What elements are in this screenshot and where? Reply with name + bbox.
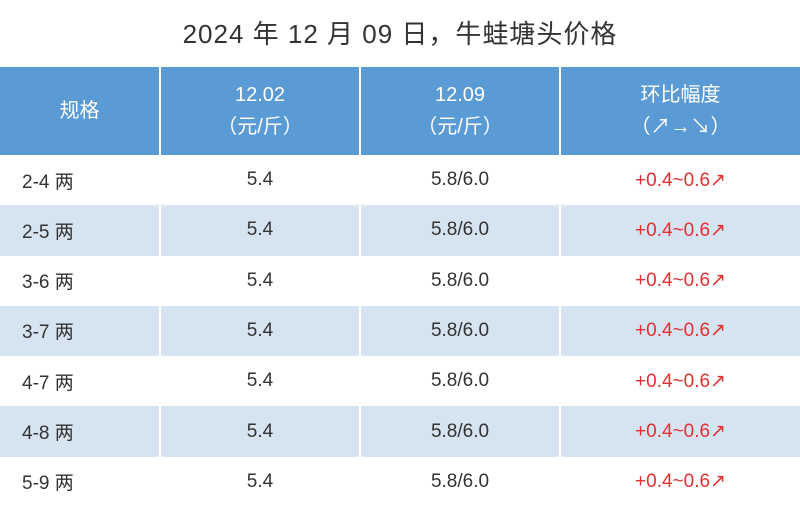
table-body: 2-4 两 5.4 5.8/6.0 +0.4~0.6↗ 2-5 两 5.4 5.… [0,155,800,507]
cell-spec: 3-6 两 [0,256,160,306]
col-header-price1-l1: 12.02 [161,79,359,111]
cell-spec: 2-5 两 [0,205,160,255]
price-table-container: 2024 年 12 月 09 日，牛蛙塘头价格 规格 12.02 （元/斤） 1… [0,0,800,507]
cell-p1: 5.4 [160,256,360,306]
cell-change: +0.4~0.6↗ [560,155,800,205]
cell-p2: 5.8/6.0 [360,205,560,255]
col-header-price1: 12.02 （元/斤） [160,67,360,155]
cell-change: +0.4~0.6↗ [560,457,800,507]
cell-spec: 5-9 两 [0,457,160,507]
table-row: 4-8 两 5.4 5.8/6.0 +0.4~0.6↗ [0,406,800,456]
table-row: 3-7 两 5.4 5.8/6.0 +0.4~0.6↗ [0,306,800,356]
cell-spec: 4-8 两 [0,406,160,456]
table-row: 3-6 两 5.4 5.8/6.0 +0.4~0.6↗ [0,256,800,306]
cell-change: +0.4~0.6↗ [560,256,800,306]
cell-p1: 5.4 [160,306,360,356]
col-header-change-l1: 环比幅度 [561,79,800,111]
cell-p1: 5.4 [160,406,360,456]
col-header-price2-l1: 12.09 [361,79,559,111]
table-row: 2-5 两 5.4 5.8/6.0 +0.4~0.6↗ [0,205,800,255]
col-header-price1-l2: （元/斤） [161,111,359,143]
cell-p1: 5.4 [160,155,360,205]
table-header: 规格 12.02 （元/斤） 12.09 （元/斤） 环比幅度 （↗→↘） [0,67,800,155]
cell-p1: 5.4 [160,205,360,255]
cell-p1: 5.4 [160,457,360,507]
cell-change: +0.4~0.6↗ [560,306,800,356]
cell-p2: 5.8/6.0 [360,457,560,507]
cell-p2: 5.8/6.0 [360,356,560,406]
page-title: 2024 年 12 月 09 日，牛蛙塘头价格 [0,0,800,67]
cell-p2: 5.8/6.0 [360,306,560,356]
cell-change: +0.4~0.6↗ [560,205,800,255]
table-row: 4-7 两 5.4 5.8/6.0 +0.4~0.6↗ [0,356,800,406]
cell-change: +0.4~0.6↗ [560,406,800,456]
cell-spec: 3-7 两 [0,306,160,356]
cell-p1: 5.4 [160,356,360,406]
cell-p2: 5.8/6.0 [360,256,560,306]
cell-spec: 2-4 两 [0,155,160,205]
col-header-price2-l2: （元/斤） [361,111,559,143]
cell-p2: 5.8/6.0 [360,155,560,205]
col-header-price2: 12.09 （元/斤） [360,67,560,155]
col-header-spec: 规格 [0,67,160,155]
table-row: 5-9 两 5.4 5.8/6.0 +0.4~0.6↗ [0,457,800,507]
cell-change: +0.4~0.6↗ [560,356,800,406]
cell-p2: 5.8/6.0 [360,406,560,456]
price-table: 规格 12.02 （元/斤） 12.09 （元/斤） 环比幅度 （↗→↘） 2-… [0,67,800,507]
col-header-change-l2: （↗→↘） [561,111,800,143]
table-row: 2-4 两 5.4 5.8/6.0 +0.4~0.6↗ [0,155,800,205]
col-header-spec-l1: 规格 [0,95,159,127]
cell-spec: 4-7 两 [0,356,160,406]
col-header-change: 环比幅度 （↗→↘） [560,67,800,155]
